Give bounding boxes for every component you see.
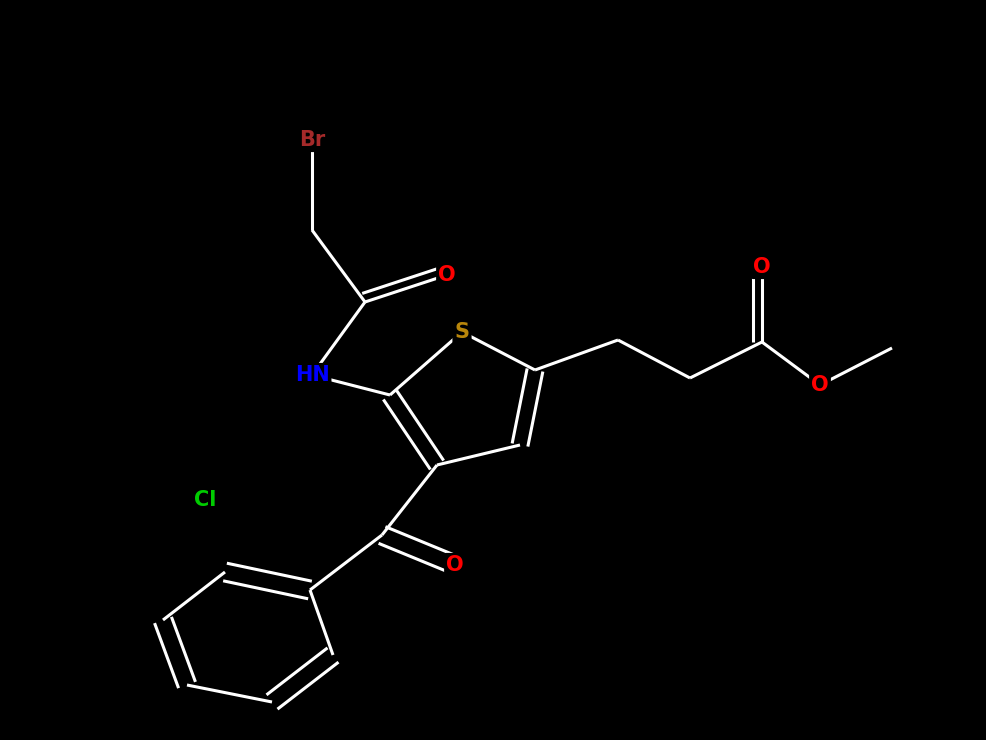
Text: O: O [811, 375, 829, 395]
Text: Cl: Cl [194, 490, 216, 510]
Text: HN: HN [295, 365, 329, 385]
Text: Br: Br [299, 130, 325, 150]
Text: S: S [455, 322, 469, 342]
Text: O: O [438, 265, 456, 285]
Text: O: O [753, 257, 771, 277]
Text: O: O [447, 555, 463, 575]
